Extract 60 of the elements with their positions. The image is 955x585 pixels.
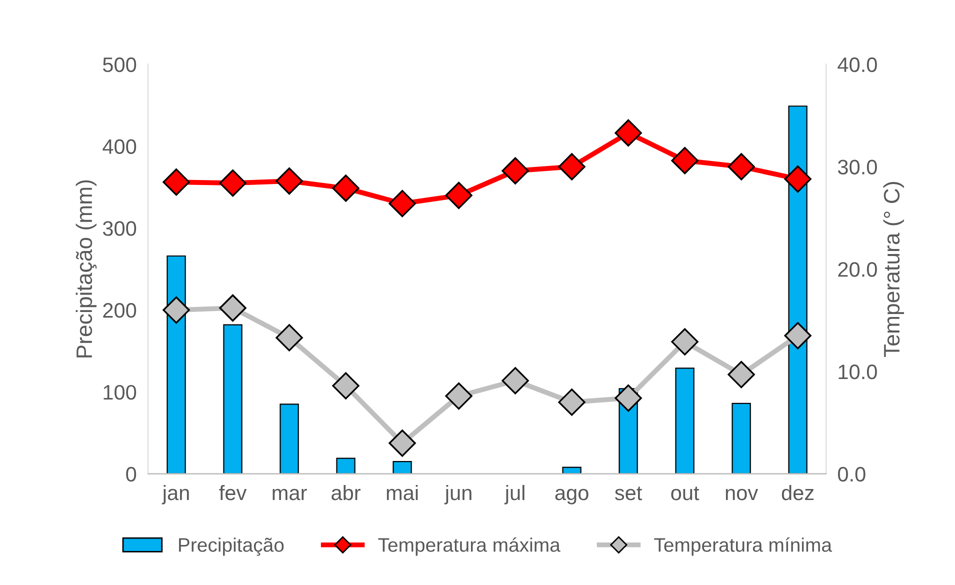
y2-tick-label: 10.0 bbox=[838, 364, 877, 380]
point bbox=[219, 170, 246, 197]
y-tick-label: 300 bbox=[102, 221, 136, 236]
point bbox=[219, 294, 246, 322]
point bbox=[332, 174, 360, 202]
bar bbox=[336, 458, 356, 474]
bar bbox=[223, 324, 242, 474]
point bbox=[276, 167, 303, 195]
y2-tick-label: 20.0 bbox=[838, 262, 877, 277]
legend-label: Temperatura máxima bbox=[378, 537, 560, 556]
point bbox=[558, 388, 586, 416]
x-tick-label: jul bbox=[504, 484, 524, 504]
y-tick-label: 400 bbox=[102, 139, 136, 154]
point bbox=[162, 296, 190, 324]
point bbox=[445, 182, 472, 209]
point bbox=[614, 384, 642, 412]
y-tick-label: 200 bbox=[103, 303, 136, 318]
bar bbox=[675, 368, 694, 474]
y2-axis-title: Temperatura (° C) bbox=[883, 182, 904, 358]
point bbox=[332, 372, 360, 400]
x-tick-label: jan bbox=[162, 484, 189, 504]
point bbox=[728, 360, 755, 388]
x-tick-label: set bbox=[614, 486, 642, 500]
x-tick-label: fev bbox=[219, 484, 247, 500]
point bbox=[671, 146, 698, 174]
point bbox=[671, 328, 698, 356]
x-tick-label: ago bbox=[555, 488, 588, 504]
y-axis-title: Precipitação (mm) bbox=[76, 180, 97, 358]
point bbox=[614, 119, 642, 147]
point bbox=[784, 322, 812, 350]
bar bbox=[562, 466, 582, 474]
x-tick-label: abr bbox=[332, 484, 360, 500]
x-tick-label: jun bbox=[444, 484, 472, 504]
point bbox=[388, 190, 416, 218]
point bbox=[784, 165, 812, 193]
bar bbox=[166, 255, 186, 474]
y2-tick-label: 0.0 bbox=[838, 466, 866, 482]
bar bbox=[280, 404, 299, 474]
point bbox=[728, 153, 755, 180]
point bbox=[162, 168, 190, 196]
bar bbox=[392, 461, 412, 474]
y-tick-label: 100 bbox=[104, 384, 136, 400]
point bbox=[502, 157, 529, 184]
legend-label: Precipitação bbox=[179, 538, 284, 556]
bar bbox=[732, 402, 751, 474]
x-tick-label: mai bbox=[386, 484, 418, 500]
point bbox=[445, 382, 472, 410]
point bbox=[388, 430, 416, 457]
y-tick-label: 0 bbox=[126, 466, 136, 482]
point bbox=[558, 153, 586, 180]
x-tick-label: dez bbox=[782, 484, 814, 500]
x-tick-label: out bbox=[671, 486, 700, 500]
legend-label: Temperatura mínima bbox=[654, 537, 832, 556]
point bbox=[276, 324, 303, 352]
y2-tick-label: 40.0 bbox=[838, 57, 877, 72]
y-tick-label: 500 bbox=[102, 57, 136, 72]
x-tick-label: nov bbox=[726, 488, 758, 500]
x-tick-label: mar bbox=[272, 488, 307, 500]
point bbox=[502, 367, 529, 394]
y2-tick-label: 30.0 bbox=[838, 160, 877, 174]
